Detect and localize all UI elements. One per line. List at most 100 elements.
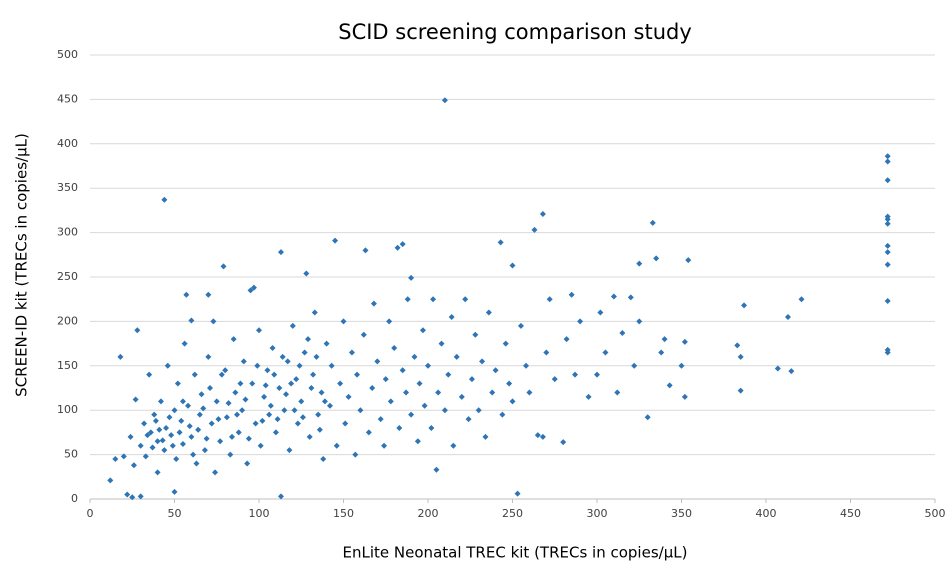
point <box>737 353 744 360</box>
point <box>539 433 546 440</box>
point <box>517 322 524 329</box>
point <box>445 371 452 378</box>
point <box>179 440 186 447</box>
point <box>206 385 213 391</box>
point <box>256 327 262 334</box>
y-tick-label: 400 <box>57 137 78 150</box>
point <box>201 447 208 454</box>
x-tick-label: 300 <box>587 507 608 520</box>
point <box>154 438 161 445</box>
point <box>274 416 281 423</box>
point <box>205 291 212 298</box>
point <box>411 353 418 360</box>
point <box>289 322 296 329</box>
point <box>563 336 570 343</box>
point <box>408 411 415 418</box>
point <box>340 318 347 325</box>
point <box>884 249 891 256</box>
point <box>884 242 891 249</box>
point <box>198 391 205 398</box>
point <box>577 318 584 325</box>
point <box>149 444 156 451</box>
point <box>147 429 154 436</box>
point <box>196 411 203 418</box>
point <box>316 426 323 433</box>
point <box>205 353 212 360</box>
point <box>788 368 795 375</box>
y-tick-label: 50 <box>64 448 78 461</box>
point <box>195 426 202 433</box>
point <box>127 433 134 440</box>
point <box>117 353 124 360</box>
point <box>244 460 251 467</box>
point <box>614 389 621 396</box>
point <box>259 417 266 424</box>
point <box>658 349 665 356</box>
x-tick-label: 500 <box>925 507 946 520</box>
point <box>394 244 401 251</box>
point <box>661 336 668 343</box>
point <box>225 400 232 407</box>
point <box>174 380 181 387</box>
point <box>217 438 224 445</box>
point <box>203 435 210 442</box>
point <box>430 296 437 303</box>
point <box>534 432 541 439</box>
point <box>649 219 656 226</box>
point <box>485 309 492 316</box>
point <box>531 226 538 233</box>
point <box>391 345 398 352</box>
point <box>235 429 242 436</box>
point <box>313 353 320 360</box>
point <box>294 420 301 427</box>
point <box>585 393 592 400</box>
point <box>247 287 254 294</box>
point <box>678 362 685 369</box>
x-tick-label: 100 <box>249 507 270 520</box>
point <box>190 451 197 458</box>
point <box>479 358 486 365</box>
point <box>382 376 389 383</box>
point <box>249 380 256 387</box>
point <box>288 380 295 387</box>
point <box>441 407 448 414</box>
point <box>156 426 163 433</box>
point <box>299 414 306 421</box>
point <box>311 309 318 316</box>
point <box>306 433 313 440</box>
point <box>337 380 344 387</box>
point <box>134 327 141 334</box>
point <box>472 331 479 338</box>
point <box>188 317 195 324</box>
point <box>428 424 435 431</box>
point <box>298 398 305 405</box>
point <box>215 416 222 423</box>
point <box>499 411 506 418</box>
point <box>212 469 219 476</box>
chart-title: SCID screening comparison study <box>338 20 692 44</box>
point <box>181 340 188 347</box>
point <box>489 389 496 396</box>
point <box>798 296 805 303</box>
point <box>284 358 291 365</box>
point <box>227 451 234 458</box>
point <box>218 371 225 378</box>
point <box>594 371 600 378</box>
point <box>497 239 504 246</box>
point <box>462 296 469 303</box>
point <box>627 294 634 301</box>
point <box>644 414 651 421</box>
point <box>200 405 207 412</box>
x-tick-label: 50 <box>168 507 182 520</box>
point <box>276 385 283 391</box>
point <box>774 365 781 372</box>
point <box>523 362 530 369</box>
x-tick-label: 250 <box>502 507 523 520</box>
point <box>399 367 406 374</box>
point <box>408 274 415 281</box>
point <box>369 385 376 391</box>
point <box>421 402 428 409</box>
point <box>272 429 279 436</box>
point <box>132 396 139 403</box>
